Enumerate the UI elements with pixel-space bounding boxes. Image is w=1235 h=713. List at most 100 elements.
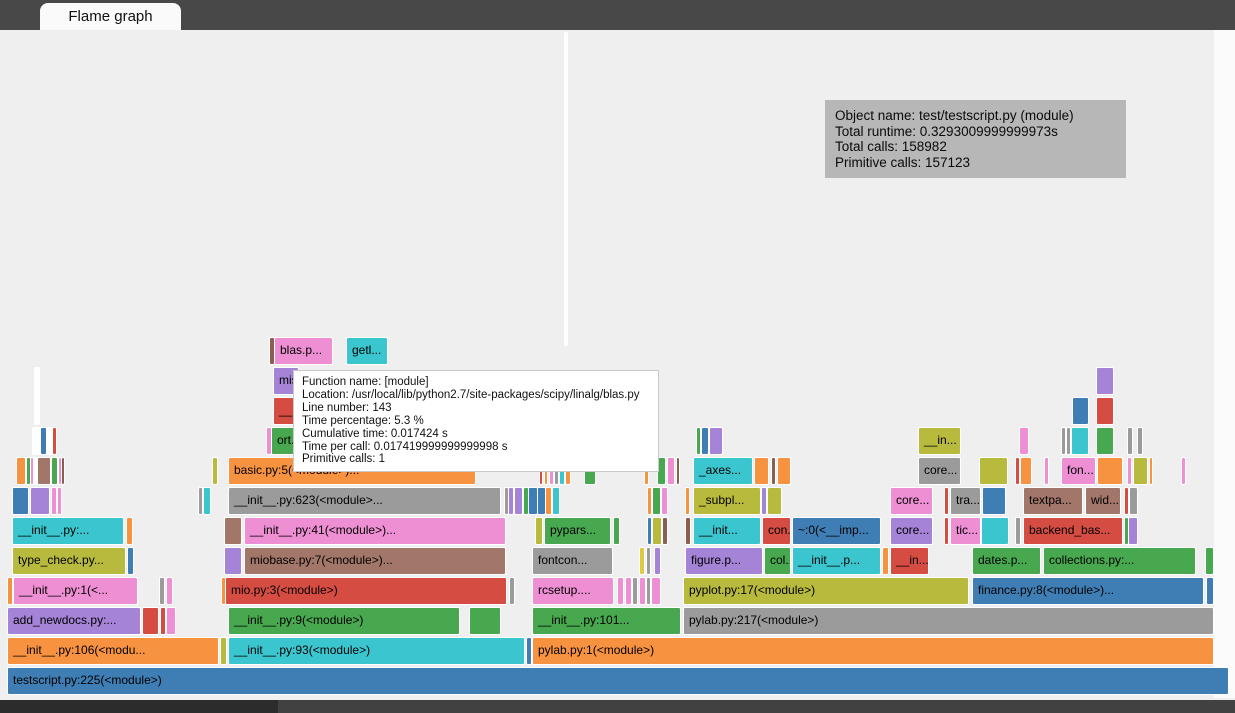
flame-sliver[interactable] (658, 458, 665, 484)
flame-block[interactable]: tra... (951, 488, 980, 514)
flame-sliver[interactable] (640, 548, 644, 574)
flame-sliver[interactable] (1129, 518, 1137, 544)
flame-sliver[interactable] (53, 428, 56, 454)
flame-block[interactable]: __init__.py:93(<module>) (229, 638, 524, 664)
flame-sliver[interactable] (160, 578, 164, 604)
flame-sliver[interactable] (31, 458, 33, 484)
flame-sliver[interactable] (755, 458, 768, 484)
flame-block[interactable]: finance.py:8(<module>)... (973, 578, 1203, 604)
flame-block[interactable]: __in... (919, 428, 960, 454)
flame-sliver[interactable] (633, 578, 637, 604)
flame-sliver[interactable] (213, 458, 217, 484)
flame-sliver[interactable] (982, 518, 1008, 544)
flame-sliver[interactable] (663, 518, 667, 544)
flame-block[interactable]: __init__.py:1(<... (14, 578, 137, 604)
flame-sliver[interactable] (33, 428, 41, 454)
flame-block[interactable]: pypars... (545, 518, 610, 544)
flame-sliver[interactable] (221, 638, 226, 664)
flame-sliver[interactable] (686, 518, 690, 544)
flame-sliver[interactable] (772, 458, 775, 484)
flame-block[interactable]: fon... (1062, 458, 1095, 484)
flame-sliver[interactable] (762, 488, 766, 514)
flame-sliver[interactable] (677, 458, 679, 484)
flame-sliver[interactable] (640, 578, 645, 604)
flame-sliver[interactable] (128, 548, 133, 574)
flame-sliver[interactable] (1138, 428, 1142, 454)
flame-sliver[interactable] (1182, 458, 1185, 484)
flame-block[interactable]: __init__.py:9(<module>) (229, 608, 459, 634)
flame-sliver[interactable] (546, 488, 551, 514)
flame-sliver[interactable] (1016, 458, 1019, 484)
flame-block[interactable]: dates.p... (973, 548, 1040, 574)
flame-sliver[interactable] (34, 458, 37, 484)
flame-block[interactable]: collections.py:... (1044, 548, 1195, 574)
flame-sliver[interactable] (13, 488, 28, 514)
flame-sliver[interactable] (199, 488, 202, 514)
flame-sliver[interactable] (1072, 428, 1088, 454)
flame-block[interactable]: _axes... (694, 458, 752, 484)
flame-sliver[interactable] (1128, 458, 1131, 484)
flame-sliver[interactable] (653, 518, 661, 544)
flame-sliver[interactable] (529, 488, 537, 514)
flame-block[interactable]: add_newdocs.py:... (8, 608, 140, 634)
flame-sliver[interactable] (1097, 398, 1113, 424)
flame-sliver[interactable] (1097, 428, 1113, 454)
flame-block[interactable]: getl... (347, 338, 387, 364)
flame-sliver[interactable] (270, 338, 274, 364)
flame-sliver[interactable] (225, 518, 241, 544)
flame-sliver[interactable] (983, 488, 1005, 514)
flame-block[interactable]: ~:0(<__imp... (793, 518, 880, 544)
flame-sliver[interactable] (648, 518, 651, 544)
flame-sliver[interactable] (565, 33, 567, 345)
tab-flame-graph[interactable]: Flame graph (40, 3, 181, 30)
flame-sliver[interactable] (647, 548, 650, 574)
flame-block[interactable]: figure.p... (686, 548, 762, 574)
flame-sliver[interactable] (1125, 488, 1128, 514)
flame-block[interactable]: __init__.p... (793, 548, 880, 574)
flame-block[interactable]: miobase.py:7(<module>)... (245, 548, 505, 574)
flame-sliver[interactable] (510, 578, 514, 604)
flame-sliver[interactable] (1097, 368, 1113, 394)
flame-sliver[interactable] (1016, 518, 1020, 544)
flame-sliver[interactable] (697, 428, 700, 454)
flame-sliver[interactable] (27, 458, 30, 484)
flame-block[interactable]: pylab.py:1(<module>) (533, 638, 1213, 664)
flame-block[interactable]: __in... (891, 548, 928, 574)
flame-sliver[interactable] (35, 368, 39, 424)
flame-block[interactable]: wid... (1086, 488, 1120, 514)
flame-block[interactable]: col... (765, 548, 790, 574)
flame-block[interactable]: __init__.py:... (13, 518, 123, 544)
flame-sliver[interactable] (1045, 458, 1048, 484)
flame-sliver[interactable] (161, 608, 165, 634)
flame-block[interactable]: textpa... (1024, 488, 1082, 514)
scrollbar-thumb[interactable] (0, 700, 278, 713)
flame-sliver[interactable] (1073, 398, 1088, 424)
flame-block[interactable]: __init... (694, 518, 760, 544)
flame-sliver[interactable] (883, 548, 888, 574)
flame-sliver[interactable] (626, 578, 631, 604)
bottom-scrollbar[interactable] (0, 700, 1235, 713)
flame-block[interactable]: rcsetup.... (533, 578, 613, 604)
flame-sliver[interactable] (527, 638, 531, 664)
flame-sliver[interactable] (41, 428, 46, 454)
flame-block[interactable]: core... (891, 518, 932, 544)
flame-sliver[interactable] (614, 518, 619, 544)
flame-sliver[interactable] (38, 458, 50, 484)
flame-block[interactable]: pyplot.py:17(<module>) (684, 578, 968, 604)
flame-sliver[interactable] (702, 428, 708, 454)
flame-sliver[interactable] (1206, 548, 1213, 574)
flame-sliver[interactable] (225, 548, 241, 574)
flame-block[interactable]: fontcon... (533, 548, 612, 574)
flame-block[interactable]: blas.p... (275, 338, 332, 364)
flame-sliver[interactable] (778, 458, 790, 484)
flame-sliver[interactable] (204, 488, 210, 514)
flame-sliver[interactable] (1098, 458, 1122, 484)
flame-sliver[interactable] (652, 578, 660, 604)
flame-block[interactable]: testscript.py:225(<module>) (8, 668, 1228, 694)
flame-sliver[interactable] (945, 488, 948, 514)
flame-sliver[interactable] (524, 488, 528, 514)
flame-sliver[interactable] (686, 488, 689, 514)
flame-block[interactable]: __init__.py:101... (533, 608, 680, 634)
flame-sliver[interactable] (47, 428, 53, 454)
flame-sliver[interactable] (59, 458, 61, 484)
